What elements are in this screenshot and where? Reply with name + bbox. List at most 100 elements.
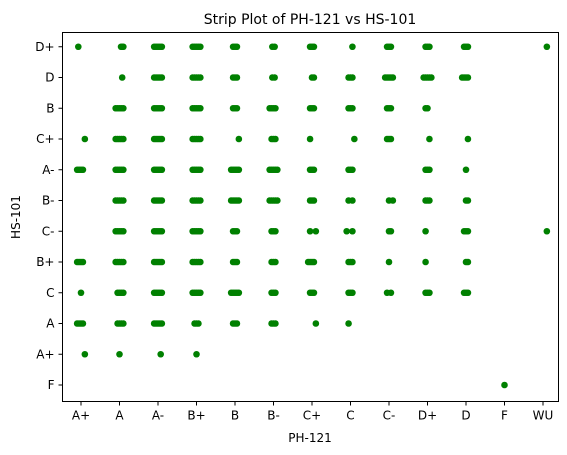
data-point — [158, 227, 166, 235]
data-point — [464, 43, 472, 51]
data-point — [501, 381, 508, 389]
data-point — [349, 289, 356, 297]
data-point — [385, 258, 393, 266]
data-point — [428, 74, 435, 81]
data-point — [233, 320, 241, 327]
data-point — [310, 197, 318, 204]
data-point — [233, 74, 241, 81]
data-point — [462, 166, 470, 174]
data-point — [81, 350, 89, 358]
data-point — [197, 289, 204, 297]
data-point — [272, 104, 279, 112]
x-tick-label: B — [231, 409, 239, 423]
data-point — [426, 43, 433, 51]
y-tick-label: F — [48, 378, 55, 392]
y-tick-label: B- — [42, 194, 55, 208]
y-tick-label: A — [46, 317, 55, 331]
data-point — [120, 320, 127, 327]
data-point — [310, 258, 318, 266]
data-point — [197, 227, 204, 235]
data-point — [158, 320, 166, 327]
data-point — [389, 197, 397, 204]
data-point — [272, 258, 279, 266]
data-point — [543, 43, 551, 51]
data-point — [271, 74, 278, 81]
data-point — [464, 289, 472, 297]
data-point — [75, 43, 82, 51]
points-layer — [73, 43, 551, 389]
data-point — [464, 227, 472, 235]
data-point — [389, 74, 397, 81]
data-point — [274, 166, 281, 174]
data-point — [233, 258, 241, 266]
data-point — [197, 258, 204, 266]
data-point — [197, 104, 204, 112]
chart-title: Strip Plot of PH-121 vs HS-101 — [204, 12, 417, 28]
data-point — [120, 227, 127, 235]
x-axis-ticks: A+ A A- B+ B B- C+ C C- D+ D F WU — [72, 401, 553, 423]
x-tick-label: A — [115, 409, 124, 423]
data-point — [158, 43, 166, 51]
data-point — [306, 135, 314, 143]
x-tick-label: B- — [267, 409, 280, 423]
data-point — [306, 227, 314, 235]
data-point — [79, 320, 87, 327]
data-point — [233, 104, 241, 112]
data-point — [310, 289, 318, 297]
data-point — [116, 350, 123, 358]
data-point — [197, 166, 204, 174]
data-point — [272, 135, 279, 143]
data-point — [422, 227, 429, 235]
y-tick-label: D — [45, 71, 54, 85]
data-point — [235, 135, 243, 143]
data-point — [77, 289, 85, 297]
data-point — [310, 43, 318, 51]
data-point — [312, 227, 320, 235]
data-point — [233, 227, 241, 235]
x-tick-label: B+ — [187, 409, 205, 423]
data-point — [233, 43, 241, 51]
data-point — [422, 258, 429, 266]
data-point — [387, 104, 395, 112]
data-point — [424, 104, 431, 112]
x-axis-label: PH-121 — [288, 431, 332, 445]
data-point — [158, 166, 166, 174]
data-point — [387, 135, 395, 143]
data-point — [464, 135, 472, 143]
y-tick-label: C — [46, 286, 54, 300]
data-point — [271, 43, 278, 51]
data-point — [543, 227, 551, 235]
data-point — [426, 197, 433, 204]
data-point — [464, 197, 472, 204]
data-point — [426, 166, 433, 174]
data-point — [426, 135, 433, 143]
data-point — [193, 350, 200, 358]
x-tick-label: F — [501, 409, 508, 423]
data-point — [120, 104, 127, 112]
data-point — [464, 74, 472, 81]
data-point — [157, 350, 164, 358]
x-tick-label: C — [346, 409, 354, 423]
data-point — [312, 320, 320, 327]
data-point — [158, 258, 166, 266]
data-point — [120, 289, 127, 297]
y-tick-label: B+ — [36, 255, 54, 269]
data-point — [158, 289, 166, 297]
data-point — [272, 320, 279, 327]
data-point — [464, 258, 472, 266]
data-point — [235, 197, 243, 204]
data-point — [197, 197, 204, 204]
data-point — [387, 43, 395, 51]
data-point — [272, 227, 279, 235]
data-point — [343, 227, 350, 235]
y-tick-label: D+ — [35, 40, 54, 54]
data-point — [349, 227, 356, 235]
x-tick-label: D+ — [418, 409, 437, 423]
data-point — [345, 320, 352, 327]
data-point — [310, 104, 318, 112]
data-point — [79, 258, 87, 266]
data-point — [235, 289, 243, 297]
data-point — [197, 74, 204, 81]
